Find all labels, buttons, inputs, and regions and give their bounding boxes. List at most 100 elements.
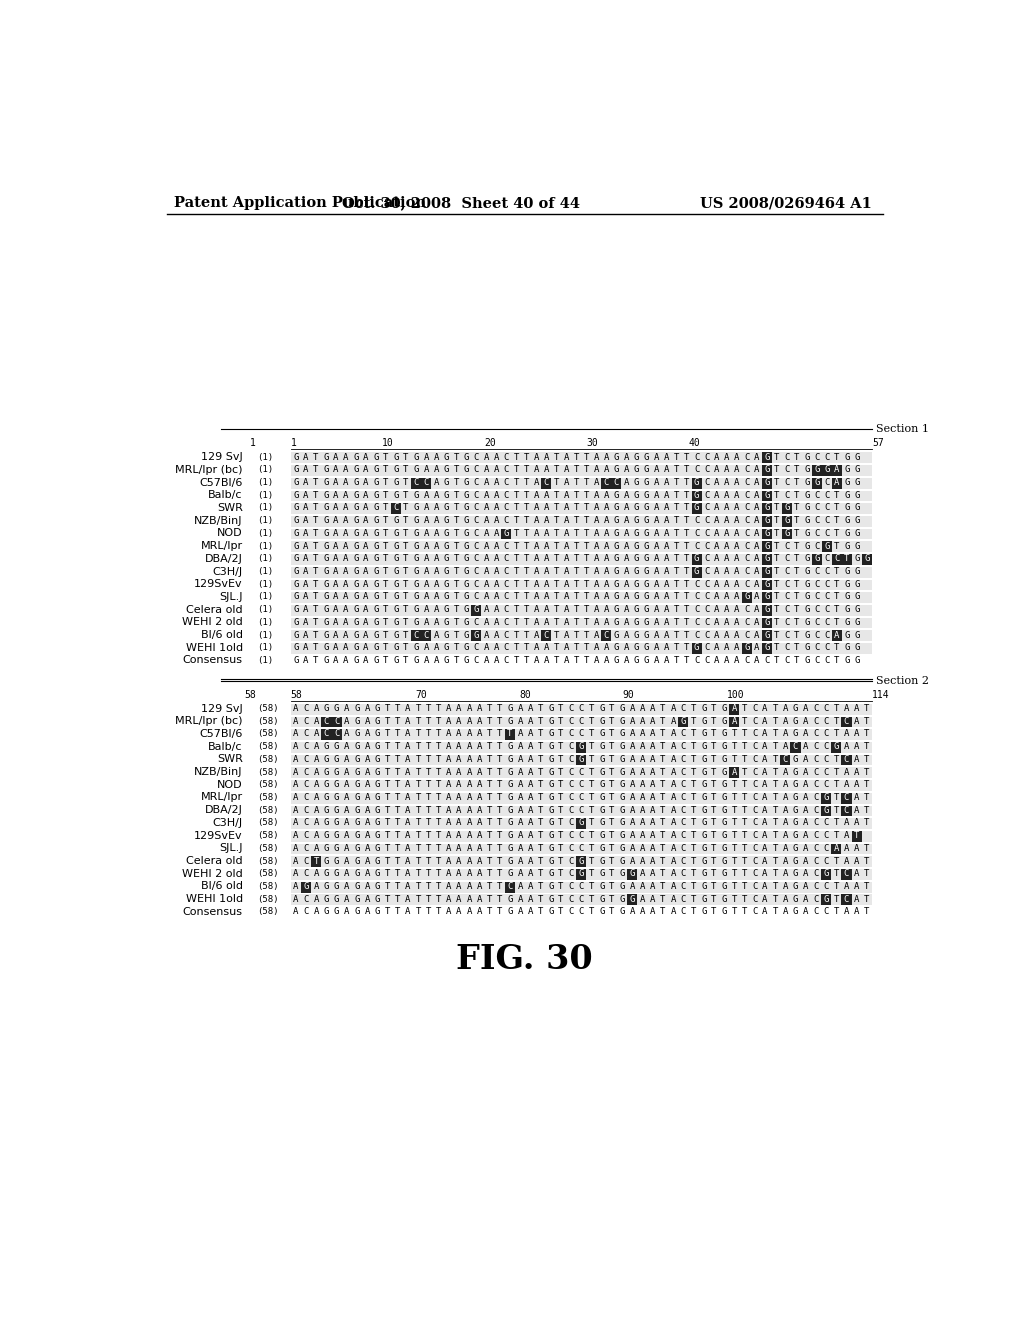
Bar (762, 605, 772, 615)
Text: T: T (573, 541, 579, 550)
Text: A: A (365, 805, 370, 814)
Text: T: T (395, 895, 400, 904)
Text: A: A (754, 593, 760, 602)
Text: T: T (584, 568, 589, 576)
Text: G: G (324, 453, 329, 462)
Text: T: T (538, 805, 544, 814)
Text: A: A (782, 818, 788, 828)
Text: A: A (446, 895, 452, 904)
Text: T: T (454, 516, 459, 525)
Text: T: T (523, 568, 529, 576)
Text: A: A (467, 805, 472, 814)
Text: T: T (523, 631, 529, 639)
Text: G: G (844, 516, 850, 525)
Text: G: G (854, 529, 860, 537)
Text: T: T (313, 643, 318, 652)
Text: A: A (364, 579, 369, 589)
Text: A: A (594, 593, 599, 602)
Text: G: G (324, 907, 329, 916)
Text: A: A (423, 503, 429, 512)
Text: G: G (644, 579, 649, 589)
Text: G: G (393, 618, 398, 627)
Text: A: A (754, 466, 760, 474)
Text: T: T (426, 780, 431, 789)
Text: T: T (436, 882, 441, 891)
Text: A: A (762, 730, 768, 738)
Text: G: G (613, 579, 620, 589)
Text: C: C (579, 832, 584, 840)
Text: G: G (414, 491, 419, 500)
Text: T: T (660, 832, 666, 840)
Text: T: T (573, 478, 579, 487)
Text: C: C (844, 870, 849, 878)
Text: C: C (568, 843, 573, 853)
Text: T: T (584, 529, 589, 537)
Text: A: A (293, 717, 299, 726)
Bar (542, 631, 551, 642)
Text: A: A (762, 870, 768, 878)
Text: G: G (599, 907, 604, 916)
Text: G: G (644, 491, 649, 500)
Text: G: G (844, 541, 850, 550)
Text: G: G (375, 843, 380, 853)
Text: G: G (613, 466, 620, 474)
Text: C: C (814, 516, 819, 525)
Text: MRL/lpr (bc): MRL/lpr (bc) (175, 717, 243, 726)
Text: T: T (795, 503, 800, 512)
Text: A: A (671, 755, 676, 764)
Text: C: C (784, 631, 790, 639)
Text: C: C (814, 568, 819, 576)
Text: G: G (334, 755, 339, 764)
Text: A: A (534, 568, 539, 576)
Text: G: G (548, 768, 553, 776)
Text: T: T (774, 568, 779, 576)
Text: T: T (436, 742, 441, 751)
Bar (291, 818, 872, 829)
Text: C: C (813, 843, 818, 853)
Text: C: C (681, 805, 686, 814)
Text: A: A (527, 870, 534, 878)
Bar (291, 767, 872, 779)
Text: G: G (354, 730, 359, 738)
Text: 70: 70 (415, 690, 427, 700)
Bar (291, 793, 872, 804)
Text: A: A (423, 605, 429, 614)
Text: C: C (764, 656, 769, 665)
Text: C: C (568, 717, 573, 726)
Text: A: A (365, 717, 370, 726)
Text: G: G (701, 870, 707, 878)
Text: A: A (446, 780, 452, 789)
Text: A: A (344, 793, 349, 803)
Text: T: T (732, 832, 737, 840)
Text: WEHI 2 old: WEHI 2 old (182, 618, 243, 627)
Text: G: G (354, 895, 359, 904)
Text: A: A (344, 882, 349, 891)
Bar (311, 857, 322, 867)
Bar (791, 742, 801, 752)
Text: A: A (650, 780, 655, 789)
Text: G: G (764, 491, 769, 500)
Text: C: C (473, 643, 479, 652)
Text: G: G (414, 579, 419, 589)
Text: A: A (563, 593, 569, 602)
Text: T: T (514, 466, 519, 474)
Text: C: C (814, 656, 819, 665)
Text: G: G (334, 895, 339, 904)
Text: A: A (654, 579, 659, 589)
Text: G: G (354, 742, 359, 751)
Text: A: A (734, 643, 739, 652)
Text: C: C (423, 631, 429, 639)
Text: A: A (563, 529, 569, 537)
Text: A: A (854, 742, 859, 751)
Text: G: G (324, 805, 329, 814)
Text: T: T (712, 755, 717, 764)
Text: A: A (654, 593, 659, 602)
Text: T: T (691, 907, 696, 916)
Text: T: T (486, 870, 493, 878)
Text: A: A (654, 503, 659, 512)
Text: A: A (604, 554, 609, 564)
Text: A: A (527, 857, 534, 866)
Text: A: A (343, 618, 348, 627)
Text: T: T (834, 805, 839, 814)
Text: A: A (534, 516, 539, 525)
